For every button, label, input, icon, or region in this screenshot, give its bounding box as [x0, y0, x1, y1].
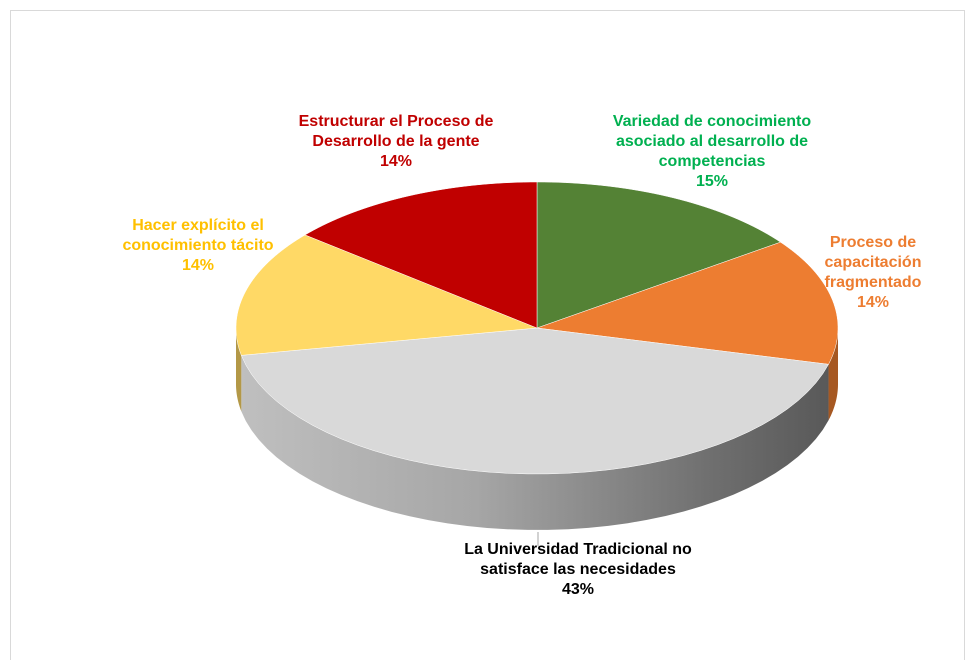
- slice: [240, 327, 829, 475]
- value-label: 43%: [561, 581, 595, 598]
- value-label: 14%: [181, 257, 215, 274]
- slice-side: [236, 328, 242, 412]
- slice: [304, 181, 538, 329]
- chart-frame: [10, 10, 965, 660]
- category-label: La Universidad Tradicional no satisface …: [464, 541, 692, 578]
- value-label: 14%: [856, 294, 890, 311]
- slice: [536, 181, 782, 329]
- slice: [235, 234, 538, 356]
- category-label: Proceso de capacitación fragmentado: [824, 234, 922, 291]
- data-label: Estructurar el Proceso de Desarrollo de …: [286, 112, 506, 172]
- category-label: Hacer explícito el conocimiento tácito: [122, 217, 274, 254]
- slice-side: [828, 328, 838, 421]
- value-label: 14%: [379, 153, 413, 170]
- category-label: Variedad de conocimiento asociado al des…: [612, 113, 812, 170]
- slice: [536, 241, 839, 365]
- data-label: La Universidad Tradicional no satisface …: [453, 540, 703, 600]
- data-label: Proceso de capacitación fragmentado 14%: [813, 233, 933, 313]
- category-label: Estructurar el Proceso de Desarrollo de …: [298, 113, 494, 150]
- data-label: Hacer explícito el conocimiento tácito 14…: [113, 216, 283, 276]
- data-label: Variedad de conocimiento asociado al des…: [587, 112, 837, 192]
- slice-side: [241, 355, 829, 530]
- value-label: 15%: [695, 173, 729, 190]
